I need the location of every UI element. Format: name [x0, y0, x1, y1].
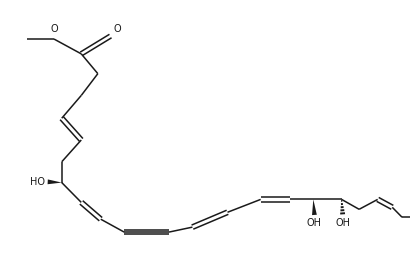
- Text: OH: OH: [335, 218, 350, 228]
- Text: O: O: [113, 24, 121, 34]
- Text: HO: HO: [30, 177, 45, 187]
- Text: OH: OH: [307, 218, 322, 228]
- Polygon shape: [48, 179, 62, 184]
- Text: O: O: [50, 24, 58, 34]
- Polygon shape: [312, 199, 317, 215]
